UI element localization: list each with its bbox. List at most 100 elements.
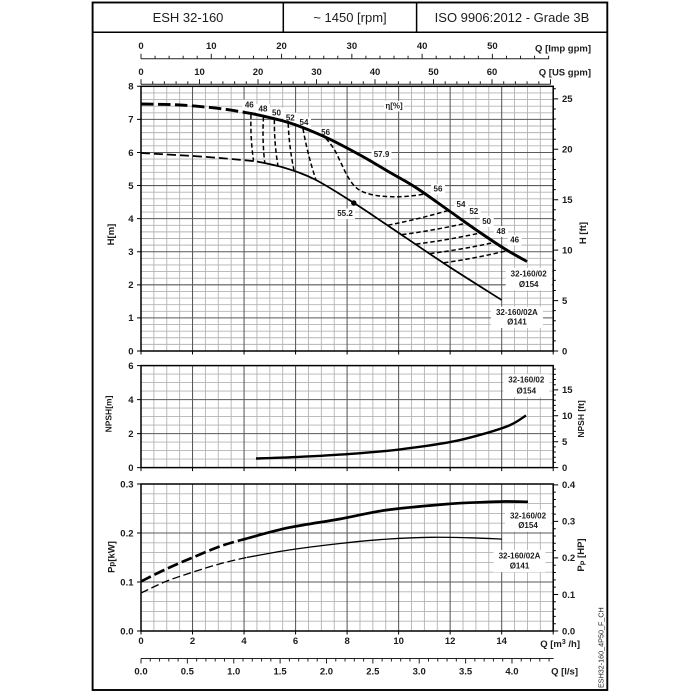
svg-text:Pp[kW]: Pp[kW] (107, 541, 118, 573)
svg-text:5: 5 (562, 296, 568, 307)
svg-text:η[%]: η[%] (385, 102, 403, 111)
svg-text:ISO 9906:2012 - Grade 3B: ISO 9906:2012 - Grade 3B (435, 10, 590, 25)
svg-text:PP [HP]: PP [HP] (576, 538, 589, 571)
svg-text:1.5: 1.5 (274, 667, 288, 678)
svg-text:0: 0 (138, 67, 143, 78)
svg-text:0.2: 0.2 (562, 553, 575, 564)
svg-text:~ 1450 [rpm]: ~ 1450 [rpm] (313, 10, 386, 25)
svg-text:Ø154: Ø154 (517, 387, 537, 396)
svg-text:ESH32-160_4P50_F_CH: ESH32-160_4P50_F_CH (597, 607, 606, 688)
svg-text:4: 4 (128, 214, 134, 225)
svg-text:52: 52 (469, 207, 478, 216)
svg-text:52: 52 (286, 113, 295, 122)
svg-text:0.1: 0.1 (562, 590, 576, 601)
svg-text:7: 7 (128, 115, 133, 126)
svg-text:20: 20 (562, 145, 573, 156)
svg-text:56: 56 (321, 128, 330, 137)
svg-text:5: 5 (128, 181, 134, 192)
svg-text:32-160/02: 32-160/02 (508, 376, 545, 385)
svg-text:0.0: 0.0 (120, 626, 133, 637)
svg-text:32-160/02A: 32-160/02A (496, 308, 538, 317)
svg-text:2: 2 (128, 429, 133, 440)
svg-text:Q [Imp gpm]: Q [Imp gpm] (535, 44, 591, 55)
svg-text:4: 4 (128, 395, 134, 406)
svg-text:48: 48 (259, 105, 268, 114)
svg-text:50: 50 (272, 109, 281, 118)
svg-text:0.4: 0.4 (562, 480, 576, 491)
svg-text:15: 15 (562, 385, 573, 396)
svg-text:32-160/02: 32-160/02 (510, 511, 547, 520)
svg-text:NPSH [ft]: NPSH [ft] (576, 400, 586, 437)
svg-text:15: 15 (562, 195, 573, 206)
svg-text:Ø154: Ø154 (519, 280, 539, 289)
svg-text:55.2: 55.2 (337, 209, 353, 218)
svg-text:0.5: 0.5 (181, 667, 195, 678)
svg-text:30: 30 (311, 67, 322, 78)
svg-text:1: 1 (128, 313, 134, 324)
svg-text:Ø141: Ø141 (510, 562, 530, 571)
svg-text:4.0: 4.0 (505, 667, 518, 678)
svg-text:H[m]: H[m] (106, 224, 117, 246)
svg-text:10: 10 (194, 67, 205, 78)
svg-text:4: 4 (241, 636, 247, 647)
svg-text:0.0: 0.0 (134, 667, 147, 678)
svg-text:1.0: 1.0 (227, 667, 240, 678)
svg-text:32-160/02A: 32-160/02A (499, 552, 541, 561)
svg-text:0.3: 0.3 (562, 517, 575, 528)
svg-text:56: 56 (434, 185, 443, 194)
svg-text:0.1: 0.1 (120, 577, 134, 588)
svg-text:6: 6 (128, 361, 133, 372)
svg-text:2: 2 (190, 636, 195, 647)
svg-text:50: 50 (487, 41, 498, 52)
svg-text:0.3: 0.3 (120, 479, 133, 490)
svg-text:50: 50 (482, 217, 491, 226)
svg-text:10: 10 (562, 411, 573, 422)
svg-text:20: 20 (253, 67, 264, 78)
svg-text:0.0: 0.0 (562, 626, 575, 637)
svg-text:Q [m3 /h]: Q [m3 /h] (540, 636, 580, 650)
svg-text:30: 30 (347, 41, 358, 52)
svg-text:2.0: 2.0 (320, 667, 333, 678)
svg-text:0: 0 (138, 41, 143, 52)
svg-text:60: 60 (487, 67, 498, 78)
svg-text:ESH 32-160: ESH 32-160 (153, 10, 224, 25)
svg-text:2.5: 2.5 (366, 667, 380, 678)
svg-text:10: 10 (393, 636, 404, 647)
svg-text:54: 54 (457, 200, 466, 209)
svg-text:40: 40 (417, 41, 428, 52)
svg-text:48: 48 (497, 227, 506, 236)
svg-text:3.0: 3.0 (413, 667, 426, 678)
svg-text:6: 6 (293, 636, 298, 647)
svg-text:Q [l/s]: Q [l/s] (551, 667, 578, 678)
svg-text:32-160/02: 32-160/02 (511, 270, 548, 279)
svg-text:10: 10 (562, 245, 573, 256)
svg-text:3: 3 (128, 247, 133, 258)
svg-text:2: 2 (128, 280, 133, 291)
svg-text:40: 40 (370, 67, 381, 78)
svg-text:54: 54 (300, 118, 309, 127)
svg-text:H [ft]: H [ft] (578, 222, 589, 244)
svg-text:8: 8 (128, 82, 133, 93)
svg-text:8: 8 (344, 636, 349, 647)
svg-text:46: 46 (245, 101, 254, 110)
svg-text:0: 0 (562, 463, 567, 474)
svg-text:12: 12 (445, 636, 456, 647)
svg-text:Ø141: Ø141 (507, 318, 527, 327)
svg-text:57.9: 57.9 (374, 150, 390, 159)
svg-text:Q [US gpm]: Q [US gpm] (539, 68, 591, 79)
svg-text:25: 25 (562, 94, 573, 105)
svg-text:20: 20 (276, 41, 287, 52)
svg-text:0.2: 0.2 (120, 528, 133, 539)
svg-text:0: 0 (138, 636, 143, 647)
svg-text:3.5: 3.5 (459, 667, 473, 678)
svg-text:50: 50 (428, 67, 439, 78)
svg-text:14: 14 (496, 636, 507, 647)
svg-text:6: 6 (128, 148, 133, 159)
svg-text:Ø154: Ø154 (518, 521, 538, 530)
svg-text:0: 0 (562, 346, 567, 357)
svg-text:10: 10 (206, 41, 217, 52)
svg-text:NPSH[m]: NPSH[m] (104, 395, 114, 432)
svg-text:46: 46 (510, 236, 519, 245)
svg-text:5: 5 (562, 437, 568, 448)
svg-text:0: 0 (128, 346, 133, 357)
